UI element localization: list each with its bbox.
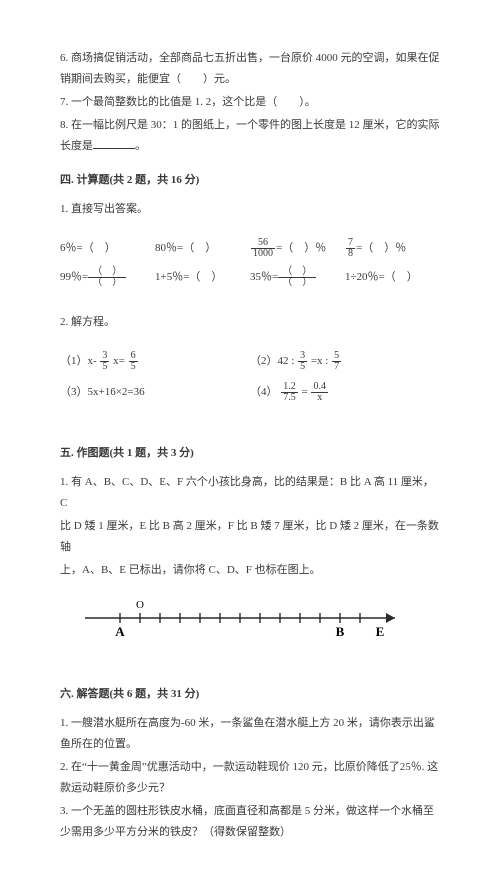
calc-r2c4: 1÷20％=（ ） xyxy=(345,267,440,288)
eq4: （4） 1.27.5 = 0.4x xyxy=(250,382,440,403)
nl-a-label: A xyxy=(115,624,125,639)
calc-row-2: 99％=（ ）（ ） 1+5％=（ ） 35％=（ ）（ ） 1÷20％=（ ） xyxy=(60,267,440,288)
calc-r1c1: 6％=（ ） xyxy=(60,238,155,259)
draw-p1: 1. 有 A、B、C、D、E、F 六个小孩比身高，比的结果是：B 比 A 高 1… xyxy=(60,472,440,514)
calc-r2c2: 1+5％=（ ） xyxy=(155,267,250,288)
question-6: 6. 商场搞促销活动，全部商品七五折出售，一台原价 4000 元的空调，如果在促… xyxy=(60,48,440,90)
answer-q3: 3. 一个无盖的圆柱形铁皮水桶，底面直径和高都是 5 分米，做这样一个水桶至少需… xyxy=(60,801,440,843)
calc2-title: 2. 解方程。 xyxy=(60,312,440,333)
number-line-diagram: O A B E xyxy=(80,588,410,648)
calc-r1c3: 561000=（ ）％ xyxy=(250,238,345,259)
calc-r1c2: 80％=（ ） xyxy=(155,238,250,259)
question-8: 8. 在一幅比例尺是 30：1 的图纸上，一个零件的图上长度是 12 厘米，它的… xyxy=(60,115,440,157)
calc-r2c3: 35％=（ ）（ ） xyxy=(250,267,345,288)
eq3: （3）5x+16×2=36 xyxy=(60,382,250,403)
calc-r2c1: 99％=（ ）（ ） xyxy=(60,267,155,288)
eq2: （2）42 : 35 =x : 57 xyxy=(250,351,440,372)
section-6-title: 六. 解答题(共 6 题，共 31 分) xyxy=(60,684,440,705)
nl-b-label: B xyxy=(336,624,345,639)
q8-text-b: 。 xyxy=(135,140,146,152)
answer-q2: 2. 在“十一黄金周”优惠活动中，一款运动鞋现价 120 元，比原价降低了25％… xyxy=(60,757,440,799)
eq-row-2: （3）5x+16×2=36 （4） 1.27.5 = 0.4x xyxy=(60,382,440,403)
calc-row-1: 6％=（ ） 80％=（ ） 561000=（ ）％ 78=（ ）％ xyxy=(60,238,440,259)
draw-p2: 比 D 矮 1 厘米，E 比 B 高 2 厘米，F 比 B 矮 7 厘米，比 D… xyxy=(60,516,440,558)
section-4-title: 四. 计算题(共 2 题，共 16 分) xyxy=(60,170,440,191)
eq-row-1: （1）x- 35 x= 65 （2）42 : 35 =x : 57 xyxy=(60,351,440,372)
draw-p3: 上，A、B、E 已标出，请你将 C、D、F 也标在图上。 xyxy=(60,560,440,581)
section-5-title: 五. 作图题(共 1 题，共 3 分) xyxy=(60,443,440,464)
answer-q1: 1. 一艘潜水艇所在高度为-60 米，一条鲨鱼在潜水艇上方 20 米，请你表示出… xyxy=(60,713,440,755)
question-7: 7. 一个最简整数比的比值是 1. 2，这个比是（ ）。 xyxy=(60,92,440,113)
q8-blank xyxy=(93,148,135,149)
calc-r1c4: 78=（ ）％ xyxy=(345,238,440,259)
nl-o-label: O xyxy=(136,599,144,611)
calc1-title: 1. 直接写出答案。 xyxy=(60,199,440,220)
eq1: （1）x- 35 x= 65 xyxy=(60,351,250,372)
nl-e-label: E xyxy=(376,624,385,639)
